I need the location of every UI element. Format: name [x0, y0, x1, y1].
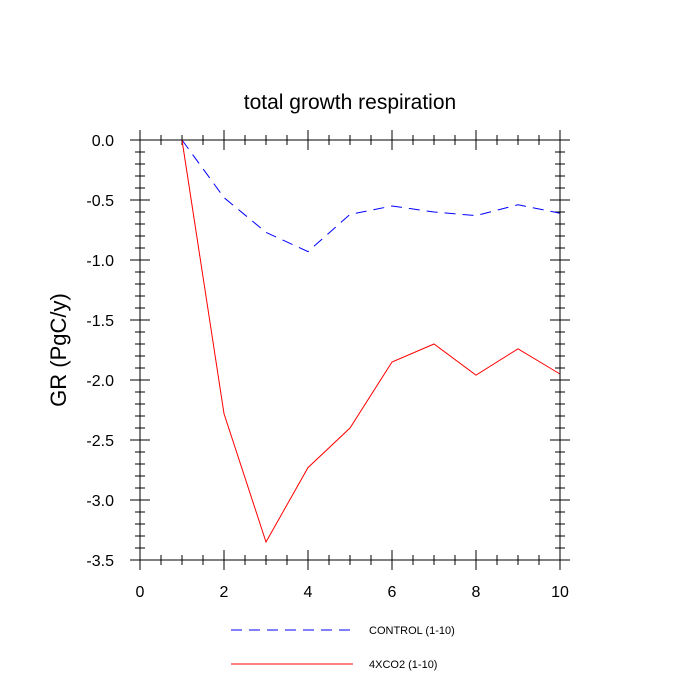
x-tick-label: 0 — [136, 584, 145, 601]
y-tick-label: 0.0 — [92, 133, 114, 150]
minor-ticks — [135, 135, 565, 565]
y-tick-label: -0.5 — [86, 193, 114, 210]
y-axis-label: GR (PgC/y) — [46, 293, 71, 407]
chart-title: total growth respiration — [244, 91, 456, 114]
x-tick-label: 8 — [472, 584, 481, 601]
legend: CONTROL (1-10) 4XCO2 (1-10) — [231, 625, 455, 671]
legend-label: CONTROL (1-10) — [369, 625, 455, 637]
x-tick-label: 6 — [388, 584, 397, 601]
y-tick-label: -2.5 — [86, 433, 114, 450]
series-layer — [181, 139, 561, 544]
major-ticks — [130, 130, 570, 570]
x-tick-label: 2 — [220, 584, 229, 601]
y-tick-label: -3.5 — [86, 553, 114, 570]
plot-frame — [139, 139, 561, 561]
y-tick-label: -1.0 — [86, 253, 114, 270]
x-tick-label: 10 — [551, 584, 569, 601]
y-tick-labels: 0.0 -0.5 -1.0 -1.5 -2.0 -2.5 -3.0 -3.5 — [86, 133, 114, 570]
y-tick-label: -1.5 — [86, 313, 114, 330]
y-tick-label: -3.0 — [86, 493, 114, 510]
series-line-control — [181, 139, 561, 253]
series-line-4xco2 — [181, 139, 561, 544]
x-tick-labels: 0 2 4 6 8 10 — [136, 584, 569, 601]
legend-label: 4XCO2 (1-10) — [369, 659, 437, 671]
x-tick-label: 4 — [304, 584, 313, 601]
y-tick-label: -2.0 — [86, 373, 114, 390]
